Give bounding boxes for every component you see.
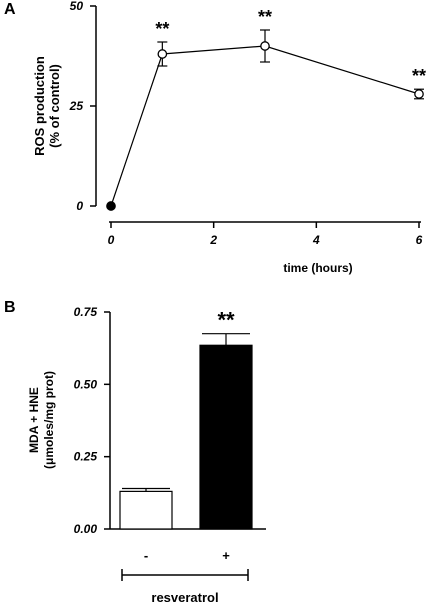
panel-b-group-label: resveratrol — [151, 590, 218, 605]
panel-b-ylabel-line1: MDA + HNE — [27, 387, 41, 453]
panel-a-data-point — [414, 89, 424, 99]
panel-b-category-label: - — [144, 548, 148, 563]
panel-b-significance-label: ** — [217, 308, 235, 333]
panel-a-xtick-label: 6 — [416, 233, 423, 247]
panel-b-letter: B — [4, 299, 16, 316]
panel-a-significance-label: ** — [412, 66, 426, 86]
panel-a-xtick-label: 4 — [312, 233, 320, 247]
panel-b-bar — [119, 490, 173, 530]
panel-a-xtick-label: 0 — [108, 233, 115, 247]
panel-b-ytick-label: 0.75 — [74, 305, 98, 319]
panel-b-ytick-label: 0.25 — [74, 450, 98, 464]
panel-a-ylabel-line2: (% of control) — [47, 64, 62, 148]
panel-b-category-label: + — [222, 548, 230, 563]
panel-a-ytick-label: 0 — [76, 199, 83, 213]
panel-a-plot: 0 25 50 0 2 4 6 ** ** ** — [69, 0, 426, 247]
panel-a-series-line — [110, 45, 420, 207]
panel-b-ytick-label: 0.50 — [74, 377, 98, 391]
panel-a-significance-label: ** — [155, 19, 169, 39]
panel-a-data-point — [157, 49, 168, 59]
panel-a-ylabel-line1: ROS production — [32, 56, 47, 156]
panel-a-xlabel: time (hours) — [283, 261, 352, 275]
panel-b-bar — [199, 344, 253, 530]
panel-b-ytick-label: 0.00 — [74, 522, 98, 536]
panel-a-xtick-label: 2 — [209, 233, 217, 247]
panel-a-letter: A — [4, 1, 16, 18]
panel-a-ytick-label: 50 — [70, 0, 84, 13]
panel-b-ylabel-line2: (μmoles/mg prot) — [42, 371, 56, 469]
panel-b-plot: 0.00 0.25 0.50 0.75 - + ** — [74, 305, 253, 563]
panel-a-ytick-label: 25 — [69, 99, 84, 113]
panel-a-data-point — [260, 41, 270, 51]
panel-a-data-point — [106, 201, 116, 211]
panel-a-significance-label: ** — [258, 7, 272, 27]
